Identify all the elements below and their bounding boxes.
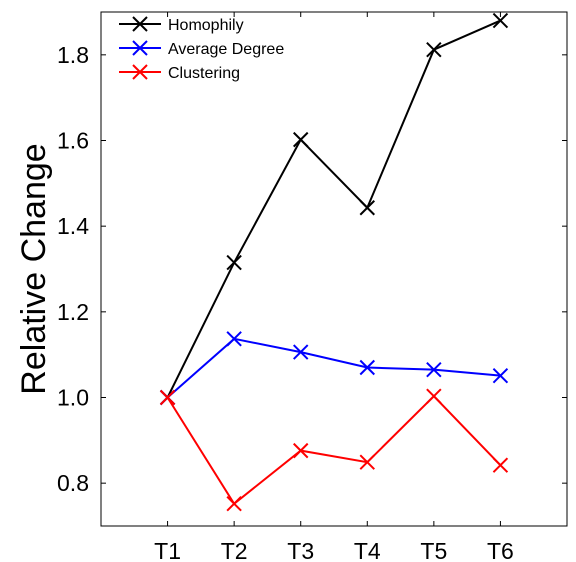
legend-marker	[132, 64, 148, 80]
data-point-marker	[226, 496, 242, 512]
y-tick-label: 1.2	[57, 299, 89, 325]
x-tick-label: T5	[420, 538, 447, 562]
data-point-marker	[359, 359, 375, 376]
legend-item: Average Degree	[119, 40, 284, 58]
x-tick-label: T1	[154, 538, 181, 562]
data-point-marker	[293, 131, 309, 148]
axis-ticks: T1 T2 T3 T4 T5 T6 0.8 1.0 1.2 1.4 1.6 1.8	[57, 12, 567, 562]
data-point-marker	[426, 388, 442, 404]
data-point-marker	[159, 389, 176, 406]
legend-item: Clustering	[119, 64, 240, 82]
data-point-marker	[226, 254, 242, 271]
y-tick-label: 1.0	[57, 385, 89, 411]
data-point-marker	[426, 41, 442, 58]
plot-frame	[100, 11, 568, 527]
series-line-0	[166, 19, 501, 398]
data-point-marker	[293, 344, 309, 360]
legend-label: Average Degree	[168, 41, 284, 58]
data-point-marker	[226, 331, 242, 347]
x-tick-label: T2	[221, 538, 248, 562]
series-layer	[159, 12, 509, 512]
data-point-marker	[359, 454, 375, 470]
data-point-marker	[492, 12, 509, 29]
y-tick-label: 0.8	[57, 470, 89, 496]
data-point-marker	[359, 200, 375, 216]
legend-label: Homophily	[168, 17, 244, 34]
legend: Homophily Average Degree Clustering	[119, 16, 284, 82]
y-tick-label: 1.4	[57, 213, 89, 239]
legend-label: Clustering	[168, 65, 240, 82]
legend-marker	[132, 40, 148, 56]
legend-item: Homophily	[119, 16, 244, 34]
data-point-marker	[492, 457, 509, 473]
y-tick-label: 1.8	[57, 42, 89, 68]
series-line-2	[166, 394, 502, 506]
x-tick-label: T6	[487, 538, 514, 562]
x-tick-label: T4	[354, 538, 381, 562]
legend-marker	[132, 16, 148, 32]
series-line-1	[166, 337, 501, 399]
data-point-marker	[426, 361, 442, 378]
x-tick-label: T3	[287, 538, 314, 562]
data-point-marker	[492, 367, 509, 384]
data-point-marker	[293, 442, 309, 459]
y-tick-label: 1.6	[57, 128, 89, 154]
y-axis-label: Relative Change	[15, 143, 53, 394]
